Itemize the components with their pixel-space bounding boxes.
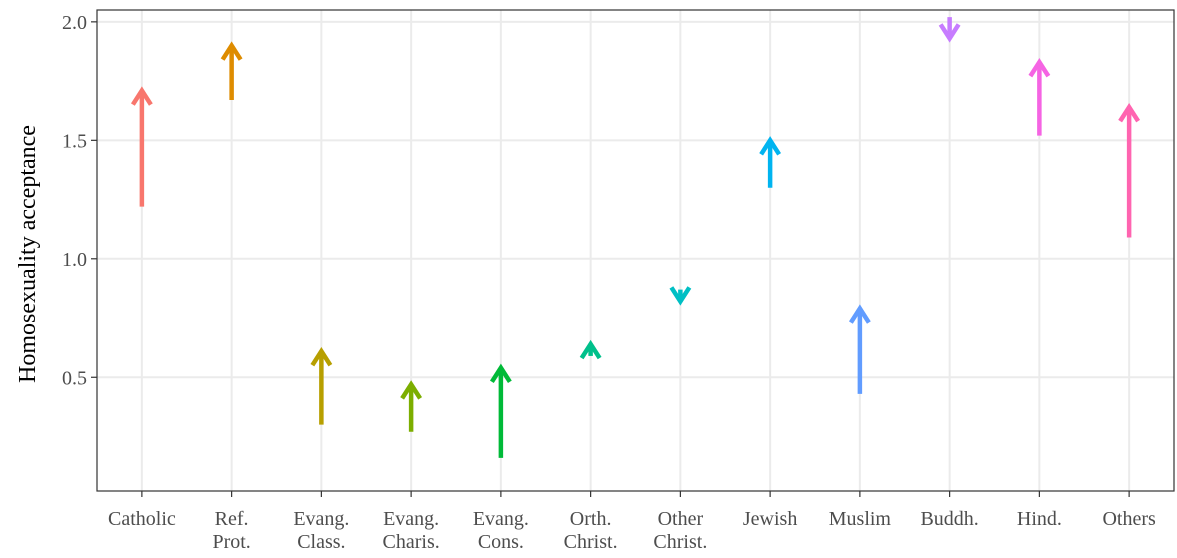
arrow-head <box>130 86 153 106</box>
arrow-mark <box>489 363 512 458</box>
x-tick-label: Muslim <box>829 508 892 530</box>
x-tick-label-line: Other <box>658 508 704 530</box>
arrow-head <box>579 339 602 360</box>
x-tick-label: Orth. Christ. <box>564 508 618 553</box>
x-tick-label-line: Hind. <box>1017 508 1062 530</box>
arrow-head <box>489 363 512 384</box>
arrow-mark <box>310 347 333 425</box>
arrow-head <box>938 23 961 43</box>
arrows-layer <box>130 17 1141 458</box>
grid-lines <box>97 10 1174 491</box>
x-tick-label-line: Orth. <box>570 508 612 530</box>
y-tick-label: 1.5 <box>62 130 87 152</box>
x-tick-label-line: Evang. <box>383 508 439 530</box>
x-tick-label-line: Ref. <box>215 508 249 530</box>
arrow-head <box>669 286 692 306</box>
arrow-mark <box>1028 57 1051 136</box>
x-tick-label: Ref. Prot. <box>212 508 250 553</box>
arrow-mark <box>220 41 243 101</box>
x-tick-label-line: Buddh. <box>920 508 978 530</box>
arrow-mark <box>669 286 692 306</box>
x-tick-label-line: Evang. <box>293 508 349 530</box>
y-tick-label: 1.0 <box>62 249 87 271</box>
x-tick-label: Catholic <box>108 508 176 530</box>
arrow-mark <box>1118 102 1141 238</box>
x-tick-label: Buddh. <box>920 508 978 530</box>
x-tick-label: Hind. <box>1017 508 1062 530</box>
y-tick-label: 0.5 <box>62 367 87 389</box>
x-tick-label: Others <box>1102 508 1156 530</box>
x-axis: Catholic Ref. Prot.Evang. Class.Evang. Chari… <box>108 491 1156 553</box>
y-axis: 0.5 1.0 1.5 2.0 <box>62 12 97 389</box>
arrow-head <box>310 347 333 367</box>
arrow-mark <box>848 304 871 394</box>
y-tick-label: 2.0 <box>62 12 87 34</box>
x-tick-label-line: Christ. <box>564 531 618 553</box>
x-tick-label-line: Others <box>1102 508 1156 530</box>
x-tick-label: Evang. Charis. <box>383 508 440 553</box>
arrow-mark <box>579 339 602 360</box>
x-tick-label-line: Christ. <box>653 531 707 553</box>
arrow-head <box>1118 102 1141 123</box>
arrow-head <box>759 136 782 156</box>
arrow-head <box>848 304 871 324</box>
x-tick-label-line: Jewish <box>743 508 797 530</box>
arrow-head <box>1028 57 1051 78</box>
x-tick-label: Other Christ. <box>653 508 707 553</box>
arrow-mark <box>130 86 153 207</box>
arrow-mark <box>938 17 961 43</box>
arrow-mark <box>759 136 782 188</box>
x-tick-label-line: Cons. <box>478 531 524 553</box>
y-axis-title: Homosexuality acceptance <box>15 125 41 383</box>
arrow-head <box>400 380 423 400</box>
x-tick-label-line: Evang. <box>473 508 529 530</box>
x-tick-label-line: Prot. <box>212 531 250 553</box>
x-tick-label-line: Class. <box>297 531 345 553</box>
plot-panel-border <box>96 9 1175 492</box>
arrow-mark <box>400 380 423 432</box>
x-tick-label: Evang. Class. <box>293 508 349 553</box>
x-tick-label-line: Muslim <box>829 508 892 530</box>
x-tick-label: Jewish <box>743 508 797 530</box>
x-tick-label: Evang. Cons. <box>473 508 529 553</box>
arrow-head <box>220 41 243 61</box>
x-tick-label-line: Charis. <box>383 531 440 553</box>
x-tick-label-line: Catholic <box>108 508 176 530</box>
